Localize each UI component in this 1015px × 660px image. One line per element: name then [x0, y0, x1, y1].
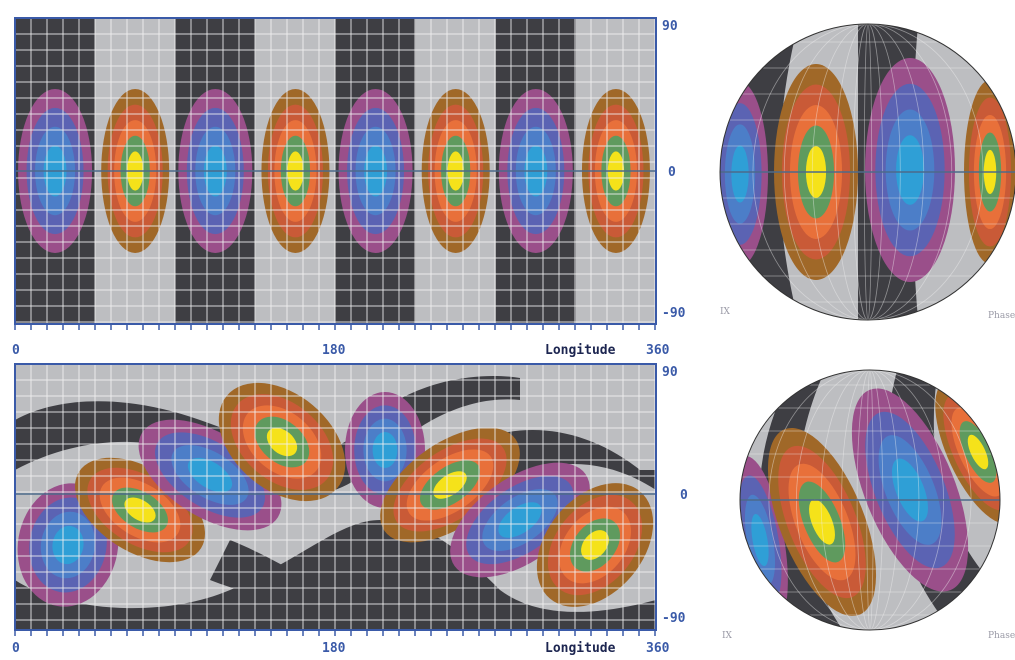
bottom-lat-label-90: 90 [662, 365, 678, 380]
bottom-lobe-7-ring-3 [498, 502, 542, 538]
top-globe-right-label: Phase [988, 311, 1015, 321]
top-lat-label-minus90: -90 [662, 306, 686, 321]
top-globe-lobe-3-ring-3 [896, 135, 924, 205]
bottom-globe-lobe-1-ring-3 [751, 514, 769, 566]
bottom-lat-label-minus90: -90 [662, 611, 686, 626]
top-globe-left-label: IX [720, 307, 731, 317]
bottom-lobe-2-ring-4 [124, 497, 156, 523]
bottom-globe-right-label: Phase [988, 631, 1015, 641]
bottom-globe-lobe-2-ring-4 [809, 499, 835, 545]
bottom-lobe-1-ring-3 [52, 525, 84, 565]
bottom-globe: IX Phase [722, 369, 1015, 641]
bottom-lobe-4-ring-4 [266, 427, 298, 457]
top-tick-marks [14, 324, 656, 330]
top-lat-label-90: 90 [662, 19, 678, 34]
bottom-tick-marks [14, 630, 656, 636]
bottom-lon-label-0: 0 [12, 641, 20, 656]
bottom-globe-outline [739, 369, 1001, 631]
top-lat-label-0: 0 [668, 165, 676, 180]
top-map-panel: 90 0 -90 0 180 Longitude 360 [12, 17, 686, 358]
bottom-lon-title: Longitude [545, 641, 616, 656]
top-globe: IX Phase [719, 23, 1015, 321]
bottom-globe-lobe-4-ring-4 [967, 434, 989, 470]
bottom-grid [15, 364, 656, 630]
bottom-lobe-8-ring-4 [581, 530, 609, 560]
bottom-lobe-7 [450, 462, 590, 578]
top-lon-label-0: 0 [12, 343, 20, 358]
top-globe-lobe-3 [865, 58, 955, 282]
bottom-globe-lobe-3-ring-3 [891, 458, 929, 522]
top-lon-label-360: 360 [646, 343, 670, 358]
top-globe-outline [719, 23, 1015, 321]
bottom-globe-left-label: IX [722, 631, 733, 641]
top-lon-title: Longitude [545, 343, 616, 358]
bottom-lobe-layer [17, 382, 654, 607]
bottom-lon-label-360: 360 [646, 641, 670, 656]
bottom-globe-lobe-3 [851, 388, 969, 592]
top-globe-lobe-1-ring-3 [731, 145, 749, 203]
bottom-lon-label-180: 180 [322, 641, 346, 656]
top-lon-label-180: 180 [322, 343, 346, 358]
bottom-map-panel: 90 0 -90 0 180 Longitude 360 [12, 363, 688, 656]
bottom-lobe-3-ring-3 [187, 457, 233, 493]
bottom-lobe-5-ring-3 [372, 432, 398, 468]
bottom-lat-label-0: 0 [680, 488, 688, 503]
